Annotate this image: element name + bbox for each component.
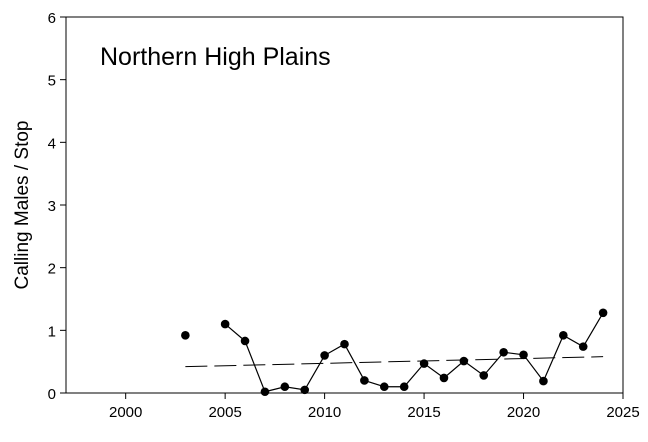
data-point: [280, 382, 290, 392]
x-tick-label: 2000: [109, 404, 142, 421]
y-tick-label: 2: [48, 261, 56, 278]
y-axis: 0 1 2 3 4 5 6: [48, 10, 66, 403]
x-tick-label: 2020: [507, 404, 540, 421]
data-point: [320, 351, 329, 360]
data-point: [459, 356, 469, 366]
data-point: [519, 350, 528, 360]
y-tick-label: 4: [48, 135, 56, 152]
series-points: [181, 308, 608, 397]
data-point: [300, 385, 310, 395]
data-point: [499, 347, 508, 357]
y-tick-label: 0: [48, 386, 56, 403]
data-point: [181, 331, 190, 340]
data-point: [379, 382, 389, 392]
x-tick-label: 2015: [407, 404, 440, 421]
data-point: [220, 319, 230, 329]
y-tick-label: 5: [48, 73, 56, 90]
data-point: [559, 331, 568, 340]
x-tick-label: 2005: [208, 404, 241, 421]
y-axis-label: Calling Males / Stop: [12, 121, 33, 290]
trend-line: [185, 356, 604, 368]
data-point: [340, 339, 349, 349]
chart-title: Northern High Plains: [100, 43, 331, 71]
data-point: [240, 336, 250, 346]
y-tick-label: 3: [48, 198, 56, 215]
data-point: [578, 342, 588, 351]
data-point: [260, 387, 270, 397]
y-tick-label: 6: [48, 10, 56, 27]
plot-frame: [65, 16, 624, 394]
data-point: [419, 359, 429, 368]
x-axis: 2000 2005 2010 2015 2020 2025: [109, 393, 640, 421]
data-point: [479, 371, 489, 380]
x-tick-label: 2010: [308, 404, 341, 421]
data-point: [439, 373, 449, 383]
x-tick-label: 2025: [606, 404, 639, 421]
data-point: [539, 376, 548, 386]
data-point: [399, 382, 409, 392]
y-tick-label: 1: [48, 323, 56, 340]
data-point: [360, 376, 369, 385]
data-point: [598, 308, 608, 318]
